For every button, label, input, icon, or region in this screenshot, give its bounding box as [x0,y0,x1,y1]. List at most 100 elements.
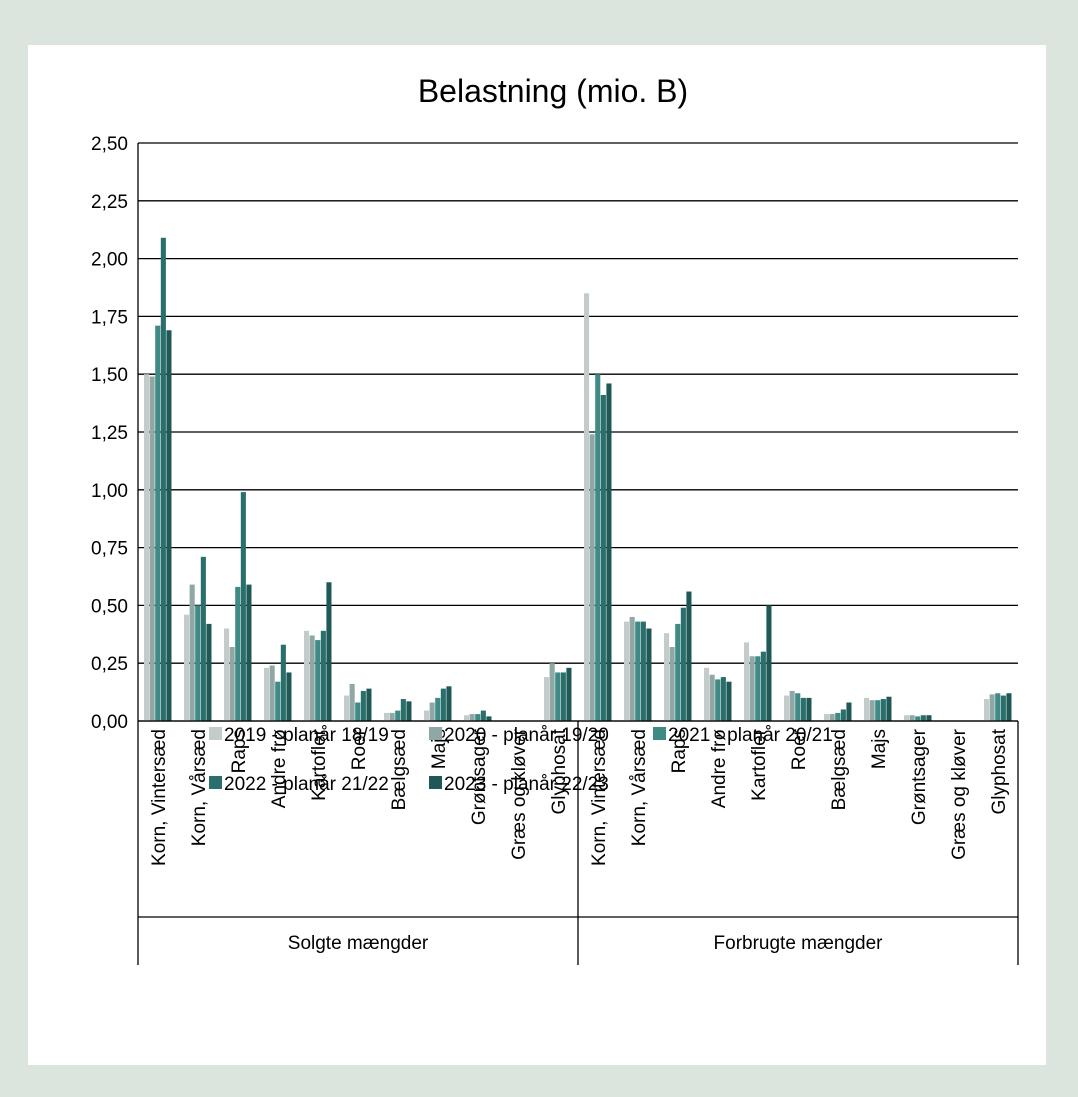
bar [189,584,195,721]
legend-label: 2020 - planår 19/20 [444,725,609,746]
bar [886,696,892,721]
legend-label: 2022 - planår 21/22 [224,774,389,795]
bar [646,628,652,721]
bar [880,699,886,721]
legend-label: 2023 - planår 22/23 [444,774,609,795]
bar [480,710,486,721]
bar [675,623,681,721]
x-tick-label: Grøntsager [909,728,930,825]
bar [600,395,606,721]
bar [149,376,155,721]
bar [995,693,1001,721]
bar [835,712,841,721]
bar [429,702,435,721]
y-tick-label: 1,25 [91,423,128,444]
bar [155,325,161,721]
bar [395,710,401,721]
bar [475,714,481,721]
bar [229,647,235,721]
x-tick-label: Græs og kløver [509,728,530,860]
y-tick-label: 1,75 [91,307,128,328]
bar [760,651,766,721]
x-tick-label: Glyphosat [549,728,570,814]
bar [304,630,310,721]
bar [715,679,721,721]
x-tick-label: Raps [229,729,250,773]
bar [355,702,361,721]
bar [240,492,246,721]
bar [766,605,772,721]
y-tick-label: 1,00 [91,481,128,502]
bar [160,237,166,722]
bar [326,582,332,721]
bar [864,697,870,721]
bar [784,695,790,721]
bar [360,690,366,721]
bar [246,584,252,721]
bar [206,623,212,721]
legend-swatch [429,727,442,740]
y-tick-label: 2,25 [91,192,128,213]
x-tick-label: Raps [669,729,690,773]
bar [926,715,932,721]
bar [486,716,492,721]
bar [424,710,430,721]
x-axis: Korn, Vintersæd Korn, Vårsæd Raps Andre frø… [137,720,1019,965]
x-tick-label: Andre frø [709,729,730,809]
bar [280,644,286,721]
x-tick-label: Bælgsæd [829,729,850,810]
legend-swatch [209,776,222,789]
bar [275,681,281,721]
bar [669,647,675,721]
bar [629,616,635,721]
x-tick-label: Bælgsæd [389,729,410,810]
bar [309,635,315,721]
bar [624,621,630,721]
group-label: Solgte mængder [288,933,429,954]
bar [840,709,846,721]
legend-swatch [209,727,222,740]
bar [806,697,812,721]
legend-label: 2019 - planår 18/19 [224,725,389,746]
x-tick-label: Kartofler [309,728,330,800]
bar [384,712,390,721]
bar [1000,695,1006,721]
bar [589,434,595,721]
x-tick-label: Korn, Vintersæd [149,729,170,866]
bar [435,697,441,721]
bar [264,667,270,721]
y-tick-label: 0,50 [91,596,128,617]
bar [640,621,646,721]
bar [389,712,395,721]
bar [635,621,641,721]
bar [544,677,550,721]
bar [566,667,572,721]
bar [984,699,990,721]
bar [1006,693,1012,721]
x-tick-label: Roer [349,728,370,770]
bar [606,383,612,721]
chart-card: Belastning (mio. B) 0,00 0,25 0,50 0,75 1,00… [28,45,1046,1065]
bar [235,586,241,721]
bar [184,614,190,721]
x-tick-label: Andre frø [269,729,290,809]
legend-label: 2021 - planår 20/21 [668,725,833,746]
bar [269,665,275,721]
legend-swatch [653,727,666,740]
x-tick-label: Græs og kløver [949,728,970,860]
legend: 2019 - planår 18/19 2020 - planår 19/20 20… [209,725,833,795]
bar [166,330,172,721]
bar [680,607,686,721]
legend-swatch [429,776,442,789]
y-tick-label: 0,25 [91,654,128,675]
bar [584,293,590,721]
x-tick-label: Korn, Vårsæd [629,729,650,846]
chart-title: Belastning (mio. B) [418,73,688,109]
bar [800,697,806,721]
bar [344,695,350,721]
bar [349,684,355,721]
bar [366,688,372,721]
y-axis: 0,00 0,25 0,50 0,75 1,00 1,25 1,50 1,75 2,00 2,25… [91,134,139,733]
x-tick-label: Glyphosat [989,728,1010,814]
bar [846,702,852,721]
